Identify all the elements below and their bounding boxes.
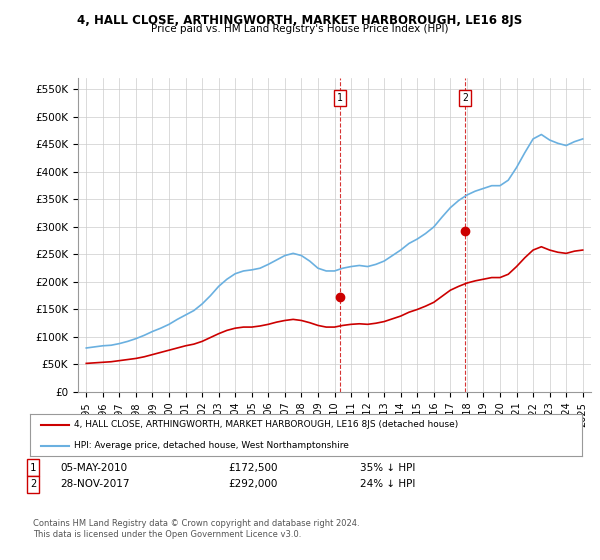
Text: Price paid vs. HM Land Registry's House Price Index (HPI): Price paid vs. HM Land Registry's House …: [151, 24, 449, 34]
Text: 1: 1: [30, 463, 36, 473]
Text: £172,500: £172,500: [228, 463, 277, 473]
Text: 4, HALL CLOSE, ARTHINGWORTH, MARKET HARBOROUGH, LE16 8JS: 4, HALL CLOSE, ARTHINGWORTH, MARKET HARB…: [77, 14, 523, 27]
Text: HPI: Average price, detached house, West Northamptonshire: HPI: Average price, detached house, West…: [74, 441, 349, 450]
Text: 2: 2: [30, 479, 36, 489]
Text: 35% ↓ HPI: 35% ↓ HPI: [360, 463, 415, 473]
Text: 05-MAY-2010: 05-MAY-2010: [60, 463, 127, 473]
Text: 28-NOV-2017: 28-NOV-2017: [60, 479, 130, 489]
Text: 1: 1: [337, 92, 343, 102]
Text: £292,000: £292,000: [228, 479, 277, 489]
Text: 2: 2: [462, 92, 468, 102]
Text: 4, HALL CLOSE, ARTHINGWORTH, MARKET HARBOROUGH, LE16 8JS (detached house): 4, HALL CLOSE, ARTHINGWORTH, MARKET HARB…: [74, 421, 458, 430]
Text: 24% ↓ HPI: 24% ↓ HPI: [360, 479, 415, 489]
Text: Contains HM Land Registry data © Crown copyright and database right 2024.
This d: Contains HM Land Registry data © Crown c…: [33, 520, 359, 539]
